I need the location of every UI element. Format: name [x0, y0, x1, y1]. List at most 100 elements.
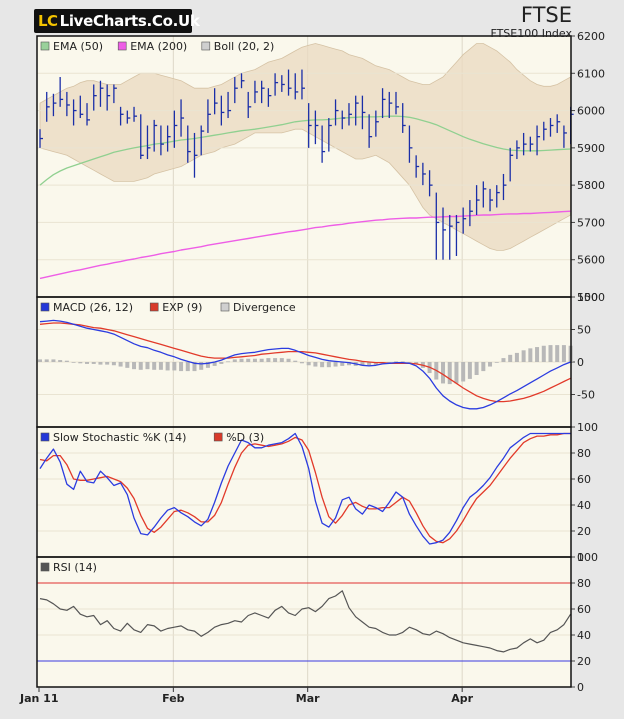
divergence-bar [266, 358, 271, 362]
divergence-bar [461, 362, 466, 382]
legend-label: Slow Stochastic %K (14) [53, 431, 186, 444]
divergence-bar [199, 362, 204, 370]
divergence-bar [179, 362, 184, 372]
legend-label: %D (3) [226, 431, 264, 444]
divergence-bar [494, 362, 499, 363]
panel-rsi-border [36, 556, 572, 688]
divergence-bar [346, 362, 351, 366]
divergence-bar [44, 359, 49, 362]
divergence-bar [71, 362, 76, 363]
divergence-bar [474, 362, 479, 375]
divergence-bar [367, 362, 372, 366]
y-tick-label: 100 [577, 421, 598, 434]
y-tick-label: 50 [577, 324, 591, 337]
divergence-bar [105, 362, 110, 365]
y-tick-label: 5600 [577, 254, 605, 267]
legend-swatch [40, 302, 50, 312]
divergence-bar [400, 361, 405, 363]
y-tick-label: 40 [577, 629, 591, 642]
divergence-bar [454, 362, 459, 384]
y-tick-label: 5700 [577, 216, 605, 229]
divergence-bar [38, 359, 42, 362]
divergence-bar [394, 361, 398, 363]
x-tick-label: Jan 11 [19, 692, 58, 705]
divergence-bar [78, 362, 83, 364]
divergence-bar [111, 362, 116, 366]
divergence-bar [528, 348, 533, 362]
divergence-bar [441, 362, 446, 384]
divergence-bar [279, 358, 284, 362]
legend-label: RSI (14) [53, 561, 97, 574]
y-tick-label: 0 [577, 551, 584, 564]
divergence-bar [561, 345, 566, 362]
divergence-bar [481, 362, 486, 372]
legend-label: EMA (50) [53, 40, 103, 53]
x-tick-label: Mar [296, 692, 320, 705]
divergence-bar [320, 362, 325, 368]
y-tick-label: 0 [577, 356, 584, 369]
legend-label: Divergence [233, 301, 296, 314]
legend-swatch [40, 562, 50, 572]
ema-200-line [39, 210, 571, 280]
brand-logo-mark: LC [38, 12, 58, 30]
divergence-bar [246, 358, 251, 362]
exp-line [39, 322, 571, 403]
legend-swatch [117, 41, 127, 51]
divergence-bar [535, 347, 540, 362]
y-tick-label: 80 [577, 447, 591, 460]
divergence-bar [226, 361, 231, 363]
divergence-bar [145, 362, 150, 370]
y-tick-label: 5500 [577, 291, 605, 304]
divergence-bar [259, 358, 264, 362]
legend-swatch [40, 432, 50, 442]
divergence-bar [152, 362, 157, 370]
divergence-bar [414, 362, 419, 364]
y-tick-label: 60 [577, 603, 591, 616]
divergence-bar [118, 362, 123, 367]
divergence-bar [51, 359, 56, 362]
divergence-bar [541, 345, 546, 362]
y-tick-label: 100 [577, 551, 598, 564]
divergence-bar [91, 362, 96, 364]
y-tick-label: 0 [577, 681, 584, 694]
y-tick-label: 5900 [577, 142, 605, 155]
divergence-bar [286, 358, 291, 362]
y-tick-label: 6200 [577, 30, 605, 43]
y-tick-label: 60 [577, 473, 591, 486]
y-tick-label: 5800 [577, 179, 605, 192]
divergence-bar [548, 345, 553, 362]
divergence-bar [313, 362, 318, 367]
divergence-bar [205, 362, 210, 368]
divergence-bar [373, 362, 378, 365]
panel-rsi-bg [37, 557, 571, 687]
macd-line [39, 319, 571, 410]
divergence-bar [232, 359, 237, 362]
y-tick-label: 40 [577, 499, 591, 512]
y-tick-label: -50 [577, 389, 595, 402]
legend-swatch [201, 41, 211, 51]
y-tick-label: 20 [577, 655, 591, 668]
divergence-bar [125, 362, 130, 368]
chart-subtitle: FTSE100 Index [490, 27, 572, 40]
divergence-bar [447, 362, 452, 385]
divergence-bar [219, 362, 224, 364]
divergence-bar [407, 362, 412, 363]
legend-swatch [149, 302, 159, 312]
brand-logo-text: LiveCharts.Co.Uk [59, 12, 200, 30]
divergence-bar [158, 362, 163, 370]
divergence-bar [360, 362, 365, 366]
y-tick-label: 6000 [577, 105, 605, 118]
divergence-bar [521, 350, 526, 362]
divergence-bar [508, 354, 513, 362]
divergence-bar [293, 360, 298, 362]
divergence-bar [467, 362, 472, 379]
divergence-bar [85, 362, 90, 364]
legend-swatch [220, 302, 230, 312]
chart-ticker: FTSE [520, 3, 572, 27]
divergence-bar [340, 362, 345, 366]
divergence-bar [514, 352, 519, 362]
divergence-bar [58, 360, 63, 362]
divergence-bar [501, 358, 506, 362]
